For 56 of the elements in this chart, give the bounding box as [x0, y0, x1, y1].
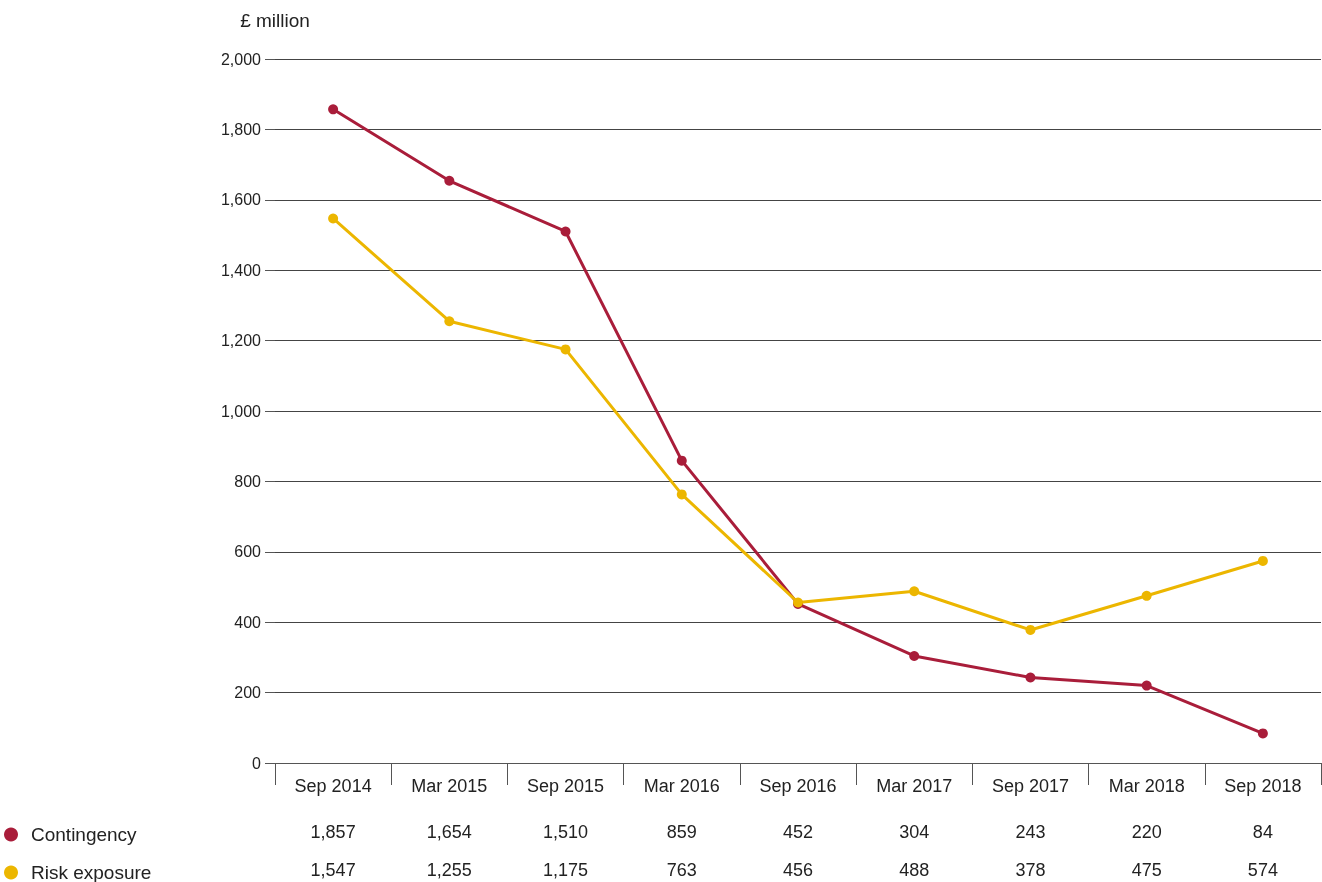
y-tick-label: 0	[252, 754, 262, 772]
data-label: 456	[782, 860, 814, 880]
data-label: 1,510	[543, 822, 589, 842]
y-tick-label: 1,800	[220, 120, 262, 138]
data-label: 1,175	[543, 860, 589, 880]
data-label: 1,255	[426, 860, 472, 880]
x-tick-label: Sep 2017	[991, 776, 1069, 796]
point	[1025, 624, 1036, 635]
data-label: 574	[1247, 860, 1278, 880]
data-label: 1,857	[310, 822, 356, 842]
point	[1257, 728, 1268, 739]
y-tick-label: 1,000	[220, 402, 262, 420]
data-label: 304	[899, 822, 930, 842]
point	[1141, 680, 1152, 691]
y-tick-label: 1,200	[220, 332, 262, 350]
data-label: 84	[1252, 822, 1273, 842]
y-tick-label: 200	[234, 684, 262, 702]
data-label: 220	[1131, 822, 1162, 842]
y-tick-label: 1,600	[220, 191, 262, 209]
x-tick-label: Sep 2018	[1224, 776, 1302, 796]
y-tick-label: 400	[234, 613, 262, 631]
point	[1257, 555, 1268, 566]
x-tick-label: Sep 2015	[527, 776, 605, 796]
x-tick-label: Sep 2016	[759, 776, 837, 796]
data-label: 1,654	[426, 822, 472, 842]
x-tick-label: Mar 2018	[1108, 776, 1185, 796]
y-axis-title: £ million	[240, 10, 310, 31]
data-label: 378	[1015, 860, 1046, 880]
point	[1141, 590, 1152, 601]
point	[676, 489, 687, 500]
x-tick-label: Mar 2016	[643, 776, 720, 796]
data-label: 763	[666, 860, 697, 880]
data-label: 1,547	[310, 860, 356, 880]
x-tick-label: Sep 2014	[294, 776, 372, 796]
y-tick-label: 2,000	[220, 50, 262, 68]
point	[444, 316, 455, 327]
y-tick-label: 600	[234, 543, 262, 561]
y-tick-label: 800	[234, 472, 262, 490]
point	[676, 455, 687, 466]
point	[1025, 672, 1036, 683]
data-label: 859	[666, 822, 697, 842]
data-label: 452	[782, 822, 814, 842]
data-label: 488	[899, 860, 930, 880]
data-label: 243	[1015, 822, 1046, 842]
legend-label: Contingency	[31, 824, 138, 845]
point	[560, 344, 571, 355]
point	[328, 104, 339, 115]
x-tick-label: Mar 2017	[876, 776, 953, 796]
point	[909, 650, 920, 661]
x-tick-label: Mar 2015	[411, 776, 488, 796]
point	[560, 226, 571, 237]
y-tick-label: 1,400	[220, 261, 262, 279]
data-label: 475	[1131, 860, 1162, 880]
point	[909, 586, 920, 597]
point	[444, 175, 455, 186]
point	[328, 213, 339, 224]
